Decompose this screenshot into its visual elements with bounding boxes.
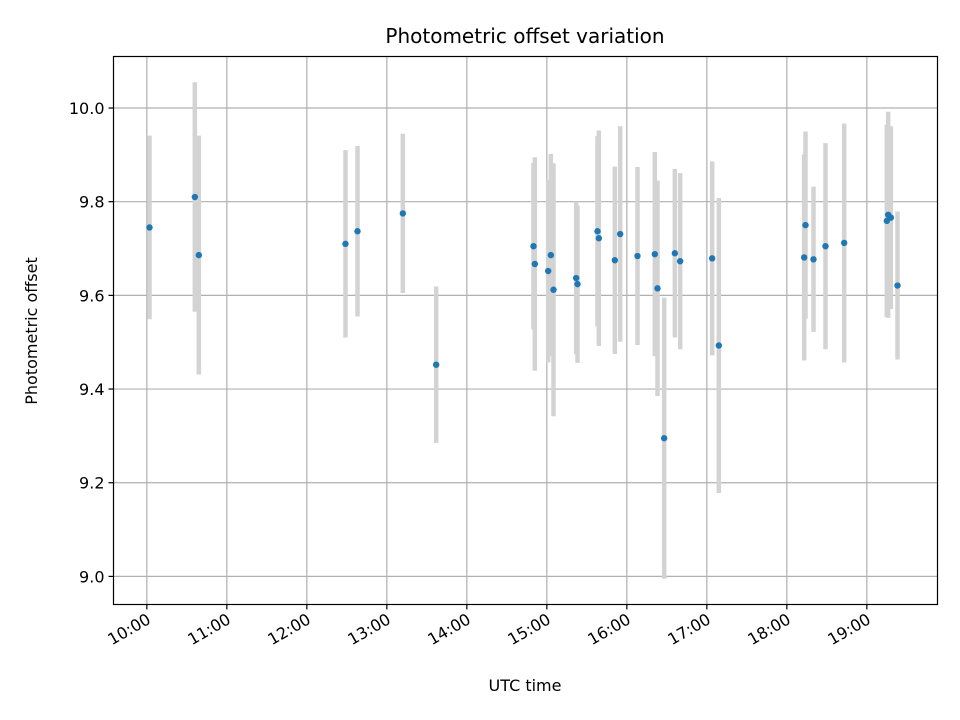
data-point [432, 361, 440, 368]
y-tick-label: 9.4 [79, 380, 104, 399]
chart-title: Photometric offset variation [385, 24, 664, 48]
y-tick-label: 9.8 [79, 193, 104, 212]
data-point [802, 221, 809, 229]
data-point [530, 242, 537, 250]
data-point [550, 286, 557, 293]
data-point [822, 242, 829, 250]
y-tick-label: 9.0 [79, 567, 104, 586]
data-point [708, 255, 716, 262]
data-point [616, 230, 624, 238]
plot-frame [112, 55, 939, 606]
data-point [887, 214, 895, 221]
y-tick-label: 9.6 [79, 286, 104, 305]
data-point [800, 254, 808, 261]
data-point [574, 280, 581, 288]
data-point [399, 210, 407, 217]
data-point [547, 251, 555, 259]
data-point [544, 267, 552, 275]
data-point [634, 252, 641, 260]
data-point [195, 251, 203, 259]
y-axis: 9.0 9.2 9.4 9.6 9.8 10.0 [69, 99, 114, 586]
data-point [651, 250, 659, 258]
data-point [146, 224, 153, 231]
data-point [654, 285, 661, 292]
data-point [342, 240, 349, 248]
data-point [191, 193, 199, 201]
x-axis-label: UTC time [489, 676, 562, 695]
data-point [572, 274, 580, 282]
data-point [840, 239, 848, 247]
data-points [146, 193, 901, 442]
data-point [715, 342, 723, 349]
data-point [594, 228, 601, 235]
data-point [354, 228, 361, 235]
grid [113, 56, 938, 605]
data-point [894, 282, 901, 289]
data-point [810, 256, 817, 263]
y-tick-label: 10.0 [69, 99, 105, 118]
data-point [671, 250, 679, 257]
y-axis-label: Photometric offset [22, 257, 41, 405]
data-point [676, 257, 684, 265]
data-point [660, 435, 668, 442]
data-point [595, 235, 603, 242]
y-tick-label: 9.2 [79, 474, 104, 493]
data-point [531, 260, 539, 268]
data-point [611, 257, 619, 264]
